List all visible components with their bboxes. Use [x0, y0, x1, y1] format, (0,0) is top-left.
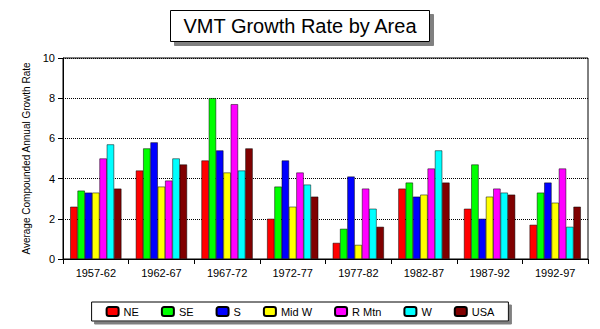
svg-text:4: 4: [49, 173, 55, 185]
svg-text:USA: USA: [472, 306, 495, 318]
svg-text:VMT Growth Rate by Area: VMT Growth Rate by Area: [183, 15, 417, 37]
svg-text:W: W: [421, 306, 432, 318]
svg-text:2: 2: [49, 213, 55, 225]
svg-text:0: 0: [49, 253, 55, 265]
svg-text:8: 8: [49, 92, 55, 104]
svg-text:1992-97: 1992-97: [535, 267, 575, 279]
svg-text:R Mtn: R Mtn: [352, 306, 381, 318]
svg-text:6: 6: [49, 132, 55, 144]
svg-text:1977-82: 1977-82: [338, 267, 378, 279]
svg-text:1972-77: 1972-77: [273, 267, 313, 279]
svg-text:1957-62: 1957-62: [76, 267, 116, 279]
svg-text:1962-67: 1962-67: [141, 267, 181, 279]
svg-text:1982-87: 1982-87: [404, 267, 444, 279]
svg-text:1967-72: 1967-72: [207, 267, 247, 279]
svg-text:Mid W: Mid W: [281, 306, 313, 318]
svg-text:Average Compounded Annual Grow: Average Compounded Annual Growth Rate: [21, 62, 32, 255]
svg-text:NE: NE: [124, 306, 139, 318]
svg-text:1987-92: 1987-92: [469, 267, 509, 279]
svg-text:SE: SE: [179, 306, 194, 318]
svg-text:10: 10: [43, 52, 55, 64]
svg-text:S: S: [234, 306, 241, 318]
